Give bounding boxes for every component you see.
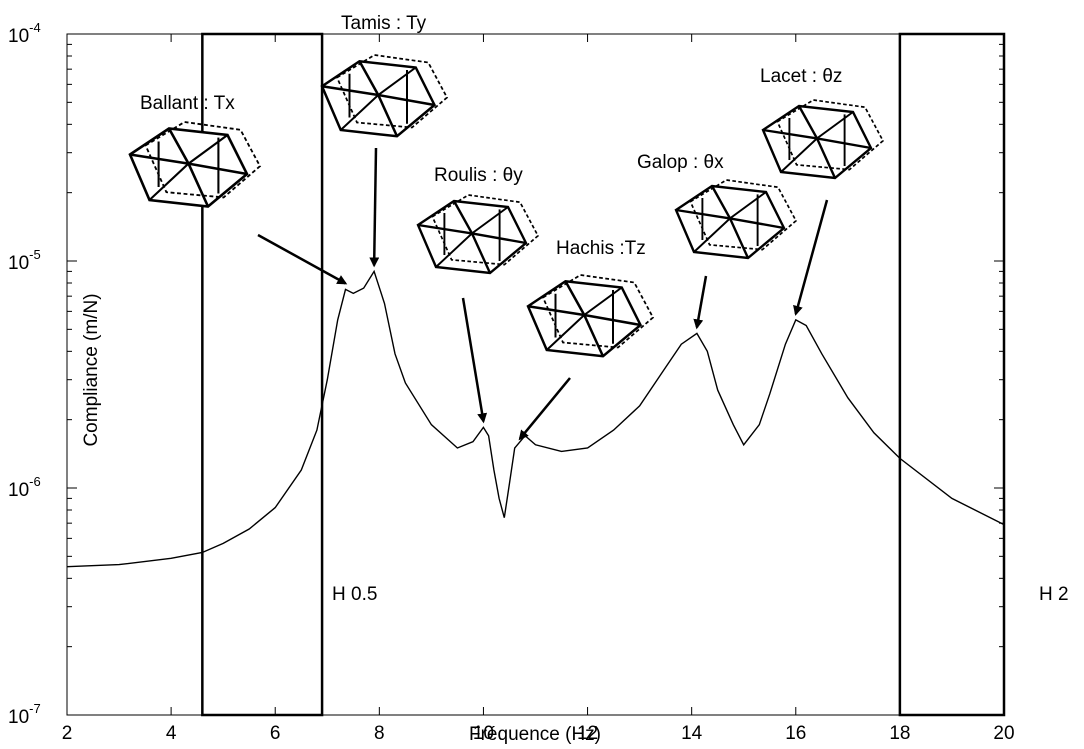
mode-label-4: Galop : θx <box>637 152 724 173</box>
mode-shape-roulis-icon <box>416 193 540 275</box>
y-tick-label: 10-6 <box>8 474 41 501</box>
x-tick-label: 6 <box>270 723 281 744</box>
x-tick-label: 10 <box>473 723 494 744</box>
mode-shape-tamis-icon <box>320 53 449 138</box>
mode-arrow-3 <box>518 377 571 441</box>
y-axis-ticks: 10-7 10-6 10-5 10-4 <box>8 20 1004 728</box>
x-axis-label: Fréquence (Hz) <box>469 724 601 745</box>
compliance-line <box>66 269 1005 568</box>
x-tick-label: 20 <box>993 723 1014 744</box>
mode-label-0: Ballant : Tx <box>140 93 235 114</box>
band-label-h2: H 2 <box>1039 584 1069 605</box>
mode-arrow-4 <box>693 275 708 330</box>
x-tick-label: 4 <box>166 723 177 744</box>
frequency-bands: H 0.5 H 2 <box>201 32 1069 717</box>
x-tick-label: 16 <box>785 723 806 744</box>
mode-arrow-2 <box>461 297 488 424</box>
mode-label-3: Hachis :Tz <box>556 238 646 259</box>
mode-arrow-1 <box>369 147 380 268</box>
x-tick-label: 8 <box>374 723 385 744</box>
mode-shape-hachis-icon <box>526 273 655 358</box>
x-tick-label: 14 <box>681 723 703 744</box>
compliance-curve <box>66 269 1005 568</box>
y-tick-label: 10-7 <box>8 701 41 728</box>
y-tick-label: 10-4 <box>8 20 41 47</box>
mode-shape-ballant-icon <box>128 120 262 208</box>
frequency-band-1 <box>898 32 1006 717</box>
y-tick-label: 10-5 <box>8 247 41 274</box>
x-tick-label: 2 <box>62 723 73 744</box>
mode-label-2: Roulis : θy <box>434 165 523 186</box>
mode-shape-galop-icon <box>674 178 798 260</box>
x-tick-label: 12 <box>577 723 598 744</box>
mode-arrow-0 <box>257 233 348 285</box>
mode-shape-lacet-icon <box>761 98 885 180</box>
x-axis-ticks: 2 4 6 8 10 12 14 16 18 20 <box>62 34 1015 744</box>
mode-label-1: Tamis : Ty <box>341 13 427 34</box>
band-label-h05: H 0.5 <box>332 584 377 605</box>
y-axis-label: Compliance (m/N) <box>81 293 102 446</box>
mode-annotations: Ballant : Tx Tamis : Ty Roulis : θy Hachis … <box>140 13 842 441</box>
frequency-band-0 <box>201 32 324 717</box>
x-tick-label: 18 <box>889 723 910 744</box>
mode-arrow-5 <box>793 199 829 316</box>
mode-shape-illustrations <box>128 53 885 358</box>
mode-label-5: Lacet : θz <box>760 66 842 87</box>
